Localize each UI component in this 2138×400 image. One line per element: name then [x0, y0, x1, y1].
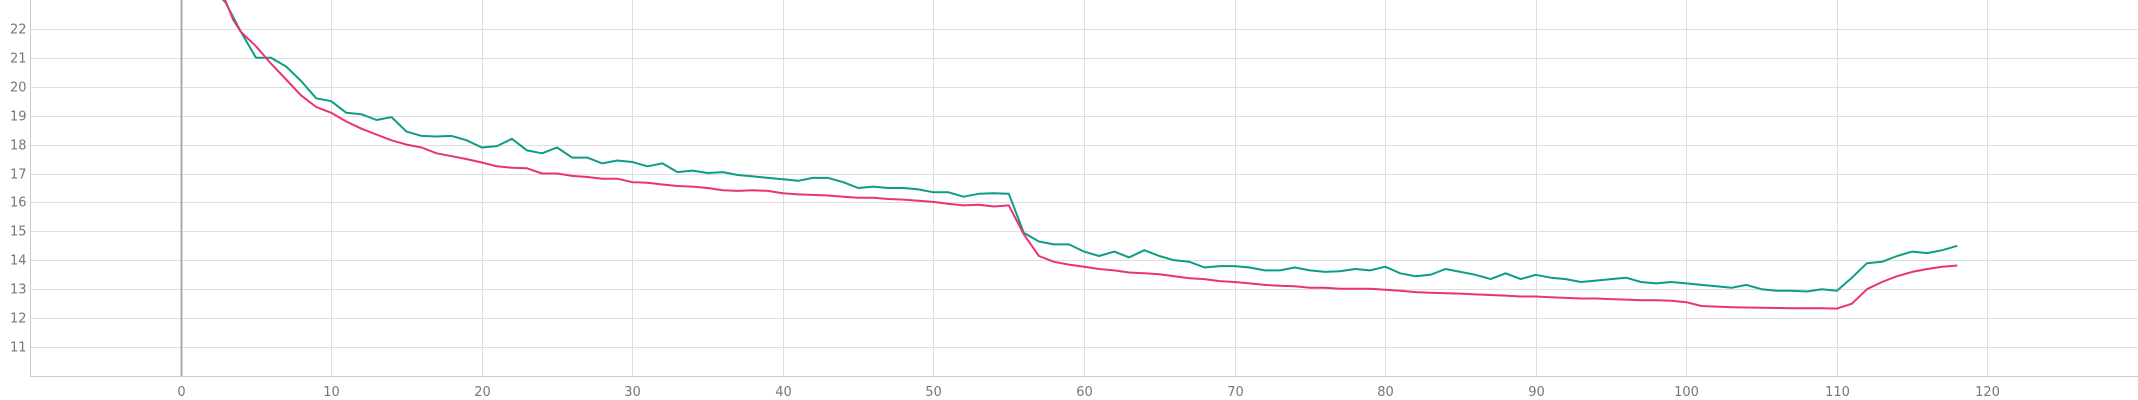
x-tick-label: 110	[1825, 385, 1850, 400]
y-tick-label: 15	[10, 225, 27, 240]
x-tick-label: 30	[624, 385, 641, 400]
x-tick-label: 120	[1975, 385, 2000, 400]
y-tick-label: 17	[10, 168, 27, 183]
y-tick-label: 14	[10, 254, 27, 269]
x-tick-labels: 0 10 20 30 40 50 60 70 80 90 100 110 120	[177, 385, 2000, 400]
y-tick-label: 13	[10, 283, 27, 298]
y-tick-label: 12	[10, 312, 27, 327]
series-lines	[221, 0, 1958, 310]
x-tick-label: 100	[1674, 385, 1699, 400]
x-tick-label: 0	[177, 385, 185, 400]
grid-lines	[30, 0, 2138, 376]
series-line-1	[221, 0, 1958, 293]
x-tick-label: 10	[323, 385, 340, 400]
y-tick-label: 21	[10, 52, 27, 67]
y-tick-label: 22	[10, 23, 27, 38]
y-tick-label: 16	[10, 196, 27, 211]
y-tick-label: 11	[10, 341, 27, 356]
x-tick-label: 90	[1528, 385, 1545, 400]
x-tick-label: 40	[775, 385, 792, 400]
x-tick-label: 50	[925, 385, 942, 400]
y-tick-label: 18	[10, 139, 27, 154]
axes	[30, 0, 2138, 377]
y-tick-label: 19	[10, 110, 27, 125]
x-tick-label: 70	[1227, 385, 1244, 400]
x-tick-label: 60	[1076, 385, 1093, 400]
series-line-2	[224, 0, 1958, 310]
x-tick-label: 20	[474, 385, 491, 400]
y-tick-label: 20	[10, 81, 27, 96]
x-tick-label: 80	[1377, 385, 1394, 400]
y-tick-labels: 11 12 13 14 15 16 17 18 19 20 21 22	[10, 23, 27, 356]
